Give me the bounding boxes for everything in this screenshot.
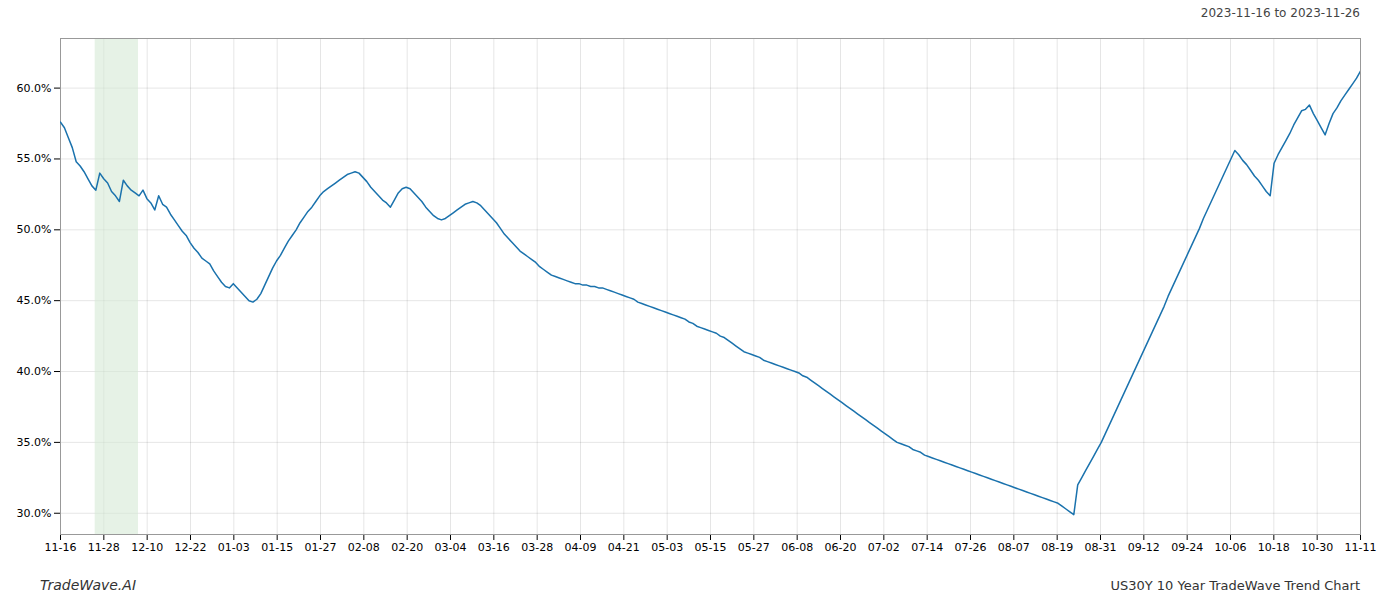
svg-text:04-09: 04-09 [565,541,597,554]
svg-text:11-11: 11-11 [1345,541,1377,554]
svg-text:03-28: 03-28 [521,541,553,554]
html-text:TradeWave.AI: TradeWave.AI [40,577,136,593]
svg-text:04-21: 04-21 [608,541,640,554]
svg-text:60.0%: 60.0% [17,82,52,95]
svg-text:05-27: 05-27 [738,541,770,554]
svg-text:02-08: 02-08 [348,541,380,554]
svg-text:09-12: 09-12 [1128,541,1160,554]
svg-text:01-15: 01-15 [261,541,293,554]
svg-text:05-03: 05-03 [651,541,683,554]
svg-text:03-16: 03-16 [478,541,510,554]
svg-text:08-07: 08-07 [998,541,1030,554]
svg-text:40.0%: 40.0% [17,365,52,378]
svg-text:03-04: 03-04 [435,541,467,554]
svg-text:10-06: 10-06 [1215,541,1247,554]
svg-text:01-27: 01-27 [305,541,337,554]
svg-text:07-14: 07-14 [911,541,943,554]
svg-text:35.0%: 35.0% [17,436,52,449]
svg-text:08-31: 08-31 [1085,541,1117,554]
svg-text:07-26: 07-26 [955,541,987,554]
svg-text:10-30: 10-30 [1301,541,1333,554]
svg-text:12-22: 12-22 [175,541,207,554]
svg-text:01-03: 01-03 [218,541,250,554]
svg-text:50.0%: 50.0% [17,223,52,236]
svg-text:06-08: 06-08 [781,541,813,554]
svg-text:30.0%: 30.0% [17,507,52,520]
html-text:US30Y 10 Year TradeWave Trend: US30Y 10 Year TradeWave Trend Chart [1110,577,1360,593]
svg-text:11-16: 11-16 [45,541,77,554]
svg-text:10-18: 10-18 [1258,541,1290,554]
svg-text:12-10: 12-10 [131,541,163,554]
svg-text:09-24: 09-24 [1171,541,1203,554]
svg-text:06-20: 06-20 [825,541,857,554]
svg-text:08-19: 08-19 [1041,541,1073,554]
svg-text:07-02: 07-02 [868,541,900,554]
html-text:2023-11-16 to 2023-11-26: 2023-11-16 to 2023-11-26 [1200,6,1360,20]
svg-text:02-20: 02-20 [391,541,423,554]
svg-text:55.0%: 55.0% [17,152,52,165]
svg-text:05-15: 05-15 [695,541,727,554]
svg-text:11-28: 11-28 [88,541,120,554]
svg-text:45.0%: 45.0% [17,294,52,307]
